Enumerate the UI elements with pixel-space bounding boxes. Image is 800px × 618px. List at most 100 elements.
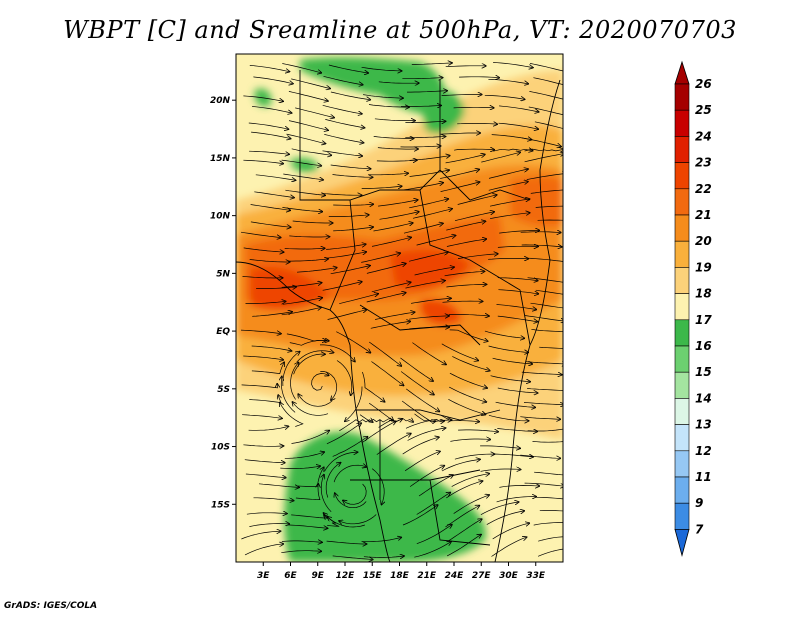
streamline [359,414,393,423]
colorbar-label: 24 [695,129,712,143]
streamline [403,183,443,191]
border-f [355,409,501,421]
streamline [539,346,563,349]
streamline [412,209,452,219]
streamline [282,207,322,211]
streamline [488,414,529,421]
streamline [296,268,337,273]
streamline [284,452,324,459]
streamline [538,536,563,542]
streamline [376,434,411,455]
streamline [361,537,402,543]
streamline [295,484,320,500]
streamline [409,466,444,487]
x-tick-label: 33E [526,571,546,581]
streamline [493,149,532,151]
streamline [404,451,440,472]
streamline [480,446,520,449]
streamline [400,371,434,395]
streamline [243,159,283,163]
border-c [329,199,356,311]
streamline [497,387,538,393]
colorbar-swatch [674,109,690,137]
x-tick-label: 27E [472,571,492,581]
streamline [418,475,453,497]
streamline [529,63,563,72]
streamline [248,122,288,129]
streamline [527,277,563,283]
y-tick-label: 20N [210,96,231,106]
streamline [285,189,325,195]
streamline [537,548,563,557]
streamline [452,356,489,370]
streamline [241,384,278,389]
streamline [480,469,521,471]
streamline [339,514,377,524]
colorbar-label: 19 [695,260,712,274]
streamline [408,316,449,320]
wbpt-23-region-3 [420,298,462,326]
streamline [499,105,538,112]
y-tick-label: 15S [211,500,230,510]
streamline [496,497,536,503]
streamline [527,388,563,390]
streamline [440,133,480,134]
colorbar-bottom-arrow [674,529,690,557]
colorbar-label: 16 [695,339,712,353]
streamline [253,497,294,501]
streamline [327,310,367,320]
border-b [439,169,531,201]
streamline [521,245,562,247]
streamline [409,327,449,329]
streamline [248,426,289,431]
streamline [414,542,451,558]
colorbar-label: 25 [695,103,712,117]
streamline [240,231,281,237]
streamline [539,510,563,512]
streamline [453,107,494,108]
streamline [290,363,299,400]
streamline [493,62,533,68]
streamline [451,474,490,487]
streamline [335,493,367,509]
streamline [497,277,538,281]
map-plot-area [236,54,563,562]
streamline [446,221,485,231]
streamline [363,94,403,99]
streamline [322,150,363,156]
streamline [281,283,322,288]
streamline [492,357,533,364]
y-tick-label: 5N [216,269,230,279]
streamline [258,483,299,488]
x-tick-label: 15E [363,571,383,581]
streamline [409,199,448,209]
border-h [429,479,491,546]
streamline [441,94,482,95]
streamline [484,330,524,338]
streamline [243,95,283,101]
streamline [281,541,322,542]
streamline [252,312,292,317]
streamline [245,473,286,478]
streamline [488,169,528,179]
streamline [534,471,563,476]
streamline [377,148,418,150]
streamline [286,133,326,144]
streamline [366,293,406,303]
streamline [283,173,323,180]
streamline [458,430,498,432]
colorbar-label: 12 [695,444,712,458]
streamlines [240,62,563,560]
streamline [530,189,563,194]
streamline [530,302,563,309]
streamline [441,343,478,361]
streamline [332,174,373,178]
coastlines-borders [236,70,561,562]
streamline [400,146,441,147]
wbpt-22-region-east [510,176,563,227]
streamline [298,394,333,407]
colorbar-swatch [674,371,690,399]
streamline [450,439,490,441]
streamline [400,357,433,381]
streamline [402,505,438,526]
